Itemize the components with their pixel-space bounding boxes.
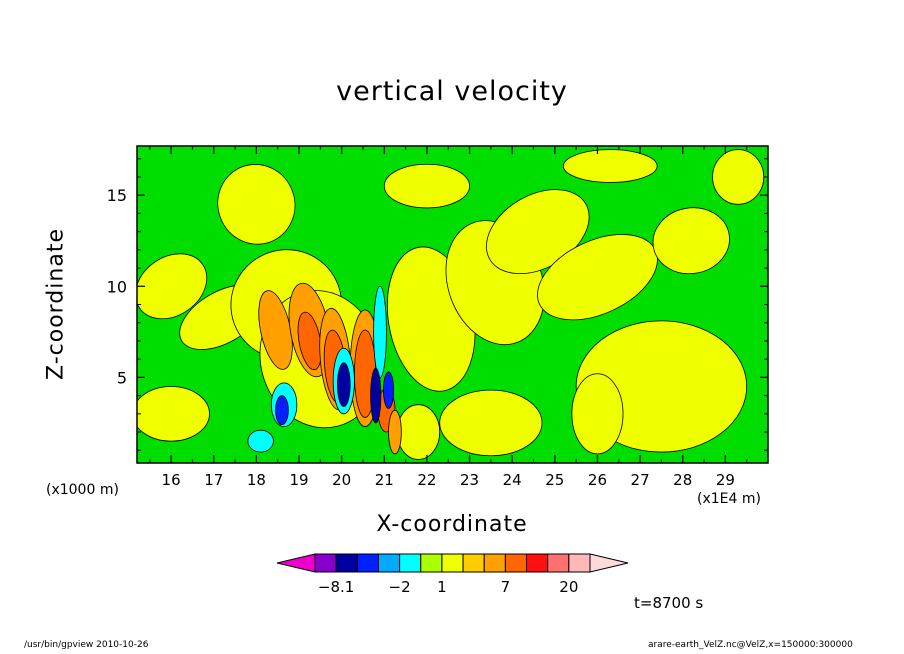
colorbar-label: −2 [389,578,411,596]
x-unit-right: (x1E4 m) [697,491,761,507]
x-tick-label: 24 [503,471,522,489]
y-axis-label: Z-coordinate [43,228,69,380]
footer-command: /usr/bin/gpview 2010-10-26 [24,640,149,650]
contour-region [396,404,441,460]
colorbar-cell [377,553,401,573]
colorbar-cell [335,553,358,573]
colorbar-cell [314,553,337,573]
x-tick-label: 25 [545,471,564,489]
x-tick-label: 23 [460,471,479,489]
footer-source: arare-earth_VelZ.nc@VelZ,x=150000:300000 [648,640,853,650]
contour-region [370,367,382,424]
colorbar-cell [547,553,570,573]
contour-region [388,409,402,455]
colorbar-cell [483,553,506,573]
contour-region [712,149,765,205]
chart-title: vertical velocity [336,76,568,107]
contour-region [137,386,210,442]
contour-region [336,362,351,407]
contour-regions [137,149,765,460]
contour-region [652,207,730,275]
x-tick-label: 16 [162,471,181,489]
colorbar-cell [504,553,528,573]
contour-region [562,149,658,183]
y-axis: 5 10 15 [107,158,768,451]
contour-region [217,164,296,245]
colorbar-max-arrow [589,553,629,573]
time-label: t=8700 s [634,594,704,612]
colorbar-cell [568,553,591,573]
y-tick-label: 10 [107,277,127,296]
y-tick-label: 15 [107,186,127,205]
colorbar-label: 1 [437,578,447,596]
colorbar-cell [356,553,379,573]
colorbar-cell [526,553,549,573]
colorbar: −8.1 −2 1 7 20 [276,553,629,596]
x-axis: 16 17 18 19 20 21 22 23 24 25 26 27 28 29 [149,146,748,489]
contour-region [247,429,274,453]
contour-region [373,285,387,378]
y-tick-label: 5 [117,368,127,387]
contour-region [383,163,470,209]
x-tick-label: 22 [417,471,436,489]
x-tick-label: 21 [375,471,394,489]
x-tick-label: 28 [673,471,692,489]
x-tick-label: 17 [204,471,223,489]
contour-region [137,253,208,320]
colorbar-cell [441,553,464,573]
x-tick-label: 18 [247,471,266,489]
x-tick-label: 19 [289,471,308,489]
colorbar-cell [462,553,485,573]
colorbar-label: −8.1 [318,578,354,596]
colorbar-min-arrow [276,553,316,573]
x-unit-left: (x1000 m) [46,482,119,498]
colorbar-label: 20 [559,578,578,596]
contour-region [275,395,289,426]
contour-region [571,373,624,455]
contour-region [383,371,395,409]
contour-region [439,389,543,457]
x-tick-label: 26 [588,471,607,489]
colorbar-cell [399,553,422,573]
x-axis-label: X-coordinate [376,512,528,537]
x-tick-label: 27 [631,471,650,489]
colorbar-label: 7 [501,578,511,596]
x-tick-label: 29 [716,471,735,489]
x-tick-label: 20 [332,471,351,489]
colorbar-cell [420,553,443,573]
